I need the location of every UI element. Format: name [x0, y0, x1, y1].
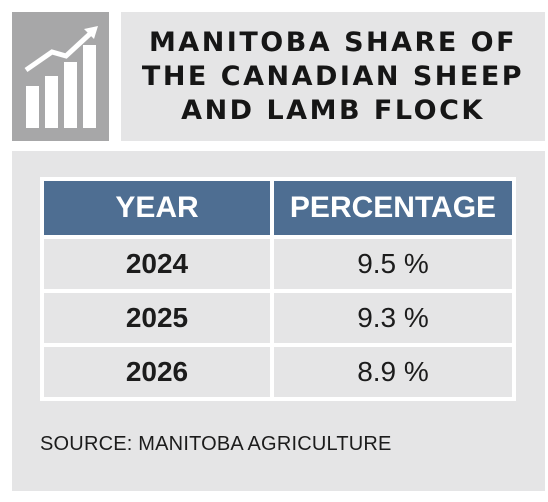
chart-title: MANITOBA SHARE OF THE CANADIAN SHEEP AND…: [141, 26, 525, 126]
icon-trend-arrowhead: [84, 26, 98, 39]
header-year: YEAR: [44, 181, 270, 235]
header-percentage: PERCENTAGE: [274, 181, 512, 235]
icon-bar-2: [45, 76, 58, 128]
icon-bar-4: [83, 45, 96, 128]
rising-bar-chart-icon: [24, 26, 98, 128]
data-panel: YEAR PERCENTAGE 2024 9.5 % 2025 9.3 % 20…: [12, 151, 545, 491]
cell-percentage: 9.5 %: [274, 239, 512, 289]
table-row: 2025 9.3 %: [44, 293, 512, 343]
data-table: YEAR PERCENTAGE 2024 9.5 % 2025 9.3 % 20…: [40, 177, 516, 401]
title-banner: MANITOBA SHARE OF THE CANADIAN SHEEP AND…: [121, 12, 545, 141]
cell-percentage: 9.3 %: [274, 293, 512, 343]
table-header-row: YEAR PERCENTAGE: [44, 181, 512, 235]
cell-year: 2026: [44, 347, 270, 397]
icon-trend-line: [24, 30, 94, 73]
source-note: SOURCE: MANITOBA AGRICULTURE: [40, 433, 392, 455]
table-row: 2024 9.5 %: [44, 239, 512, 289]
cell-year: 2024: [44, 239, 270, 289]
cell-percentage: 8.9 %: [274, 347, 512, 397]
table-row: 2026 8.9 %: [44, 347, 512, 397]
chart-icon-tile: [12, 12, 109, 141]
cell-year: 2025: [44, 293, 270, 343]
icon-bar-1: [26, 86, 39, 128]
icon-bar-3: [64, 62, 77, 128]
